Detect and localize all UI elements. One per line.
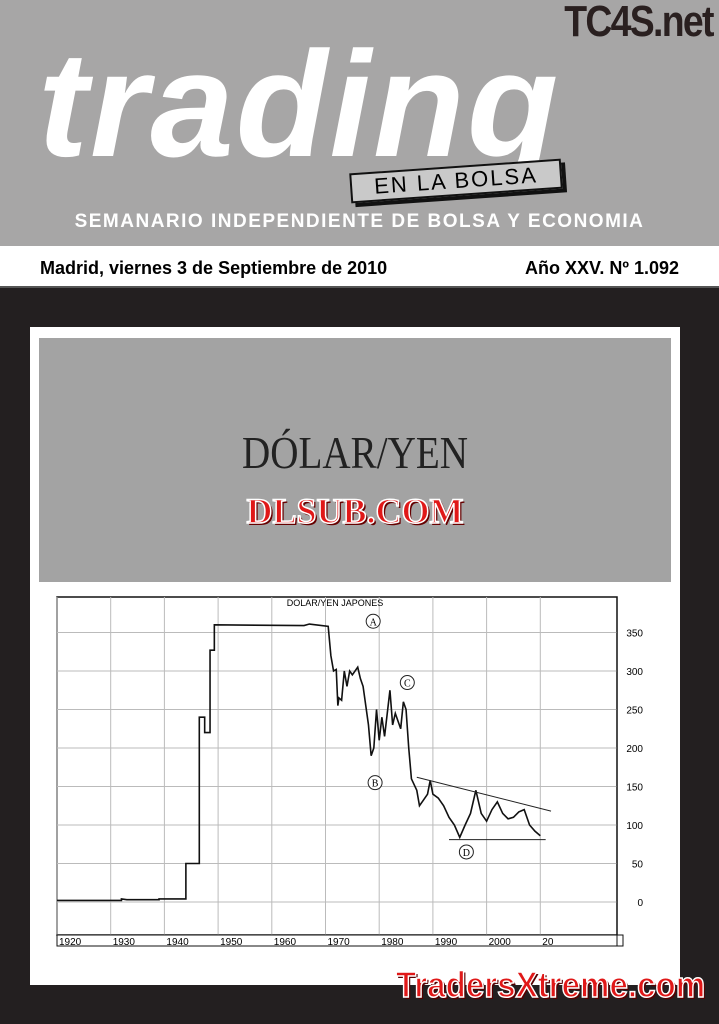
y-tick-label: 0 xyxy=(637,898,643,909)
annotation-label: B xyxy=(372,779,379,790)
y-tick-label: 50 xyxy=(632,860,644,871)
y-tick-label: 350 xyxy=(626,629,643,640)
y-tick-label: 200 xyxy=(626,744,643,755)
tagline: SEMANARIO INDEPENDIENTE DE BOLSA Y ECONO… xyxy=(74,211,645,232)
chart-title: DOLAR/YEN JAPONES xyxy=(287,598,384,608)
trendline xyxy=(416,776,552,812)
tradersxtreme-watermark: TradersXtreme.com xyxy=(395,963,706,1006)
x-tick-label: 1960 xyxy=(274,937,297,948)
y-tick-label: 150 xyxy=(626,783,643,794)
dateline: Madrid, viernes 3 de Septiembre de 2010 … xyxy=(0,246,719,288)
annotation-circle xyxy=(399,675,415,691)
x-tick-label: 1980 xyxy=(381,937,404,948)
issue-number: Año XXV. Nº 1.092 xyxy=(525,258,679,278)
issue-date: Madrid, viernes 3 de Septiembre de 2010 xyxy=(40,258,388,278)
x-tick-label: 1970 xyxy=(328,937,351,948)
x-tick-label: 20 xyxy=(542,937,554,948)
y-tick-label: 250 xyxy=(626,706,643,717)
x-tick-label: 1940 xyxy=(166,937,189,948)
annotation-label: D xyxy=(463,848,470,859)
plot-area xyxy=(56,596,618,936)
annotation-circle xyxy=(458,844,474,860)
x-tick-label: 1950 xyxy=(220,937,243,948)
headline: DÓLAR/YEN xyxy=(242,427,468,478)
headline-box: DÓLAR/YEN DLSUB.COM xyxy=(39,338,671,582)
x-axis-bar xyxy=(56,934,624,947)
annotation-circle xyxy=(365,613,381,629)
y-tick-label: 300 xyxy=(626,667,643,678)
y-tick-label: 100 xyxy=(626,821,643,832)
x-tick-label: 2000 xyxy=(489,937,512,948)
x-tick-label: 1990 xyxy=(435,937,458,948)
annotation-label: C xyxy=(404,679,411,690)
annotation-label: A xyxy=(370,617,378,628)
x-tick-label: 1920 xyxy=(59,937,82,948)
x-tick-label: 1930 xyxy=(113,937,136,948)
tc4s-watermark: TC4S.net xyxy=(564,0,715,46)
masthead: TC4S.net trading EN LA BOLSA SEMANARIO I… xyxy=(0,0,719,246)
annotation-circle xyxy=(367,775,383,791)
price-line xyxy=(57,623,541,902)
dlsub-watermark: DLSUB.COM xyxy=(246,491,465,532)
magazine-title: trading xyxy=(38,20,561,188)
